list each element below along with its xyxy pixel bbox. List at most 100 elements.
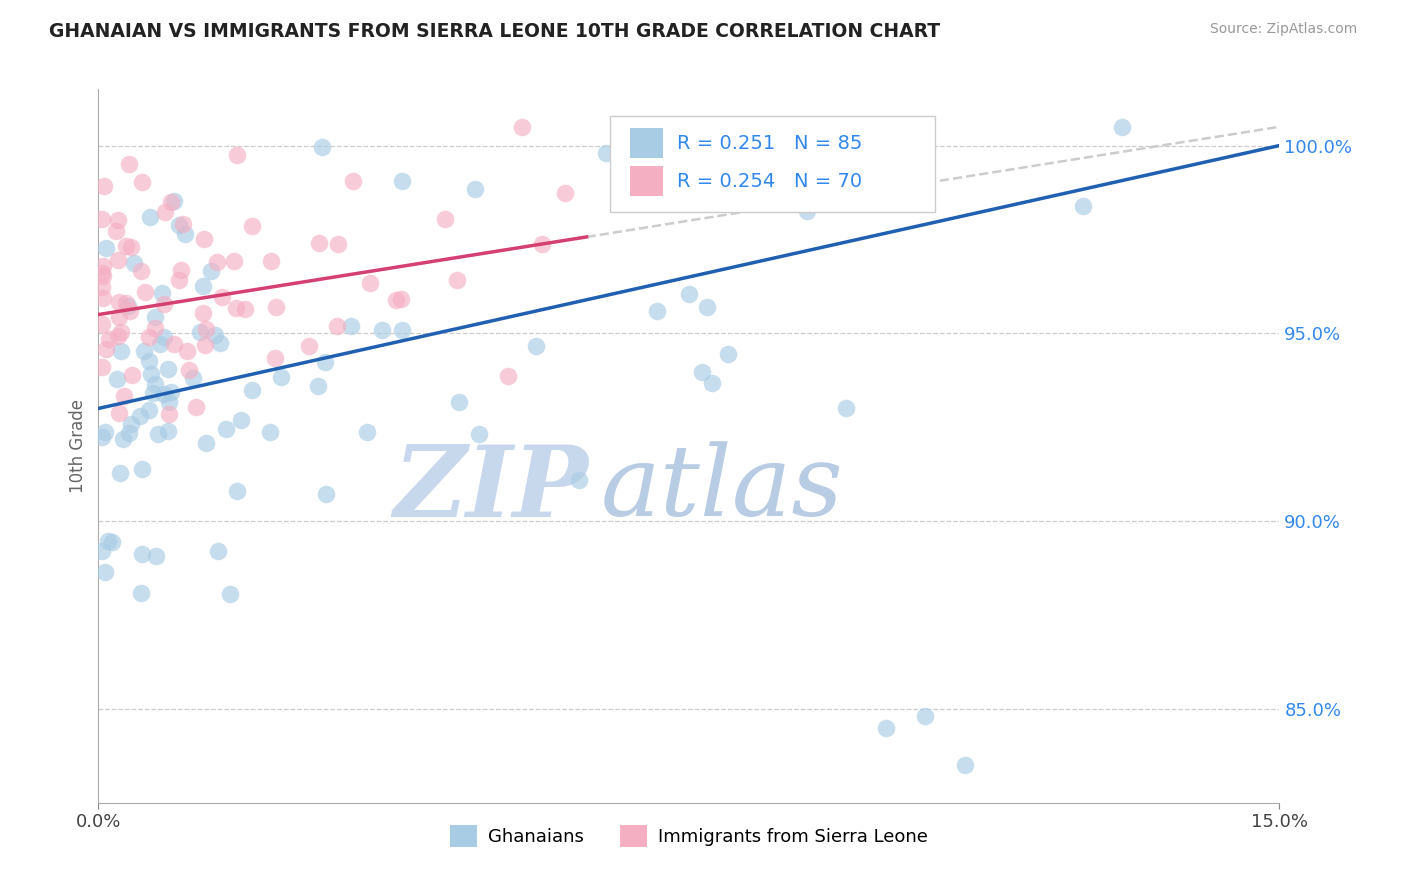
Point [143, 377, 166, 392]
Point [138, 330, 160, 344]
Point [167, 272, 190, 286]
Point [264, 300, 287, 314]
Point [756, 168, 779, 182]
Point [121, 240, 143, 254]
Point [138, 402, 160, 417]
Point [700, 376, 723, 390]
Point [107, 329, 129, 343]
Text: Source: ZipAtlas.com: Source: ZipAtlas.com [1209, 22, 1357, 37]
Point [139, 211, 162, 225]
Point [260, 254, 283, 268]
Point [193, 232, 215, 246]
Point [91, 317, 114, 331]
Point [359, 276, 381, 290]
Point [298, 339, 321, 353]
Point [108, 467, 131, 481]
Point [131, 462, 153, 476]
Point [91, 544, 114, 558]
Point [433, 211, 456, 226]
Point [110, 325, 132, 339]
Point [208, 335, 231, 350]
Point [91, 266, 114, 280]
Point [104, 224, 127, 238]
Point [150, 286, 173, 301]
Y-axis label: 10th Grade: 10th Grade [69, 399, 87, 493]
Point [218, 587, 240, 601]
Text: R = 0.251   N = 85: R = 0.251 N = 85 [678, 134, 862, 153]
Point [112, 432, 135, 446]
Point [259, 425, 281, 439]
Point [645, 304, 668, 318]
Point [122, 256, 145, 270]
Point [107, 407, 129, 421]
Point [240, 383, 263, 397]
Point [97, 332, 120, 346]
Point [118, 425, 141, 440]
Point [696, 300, 718, 314]
Point [270, 369, 292, 384]
Point [138, 354, 160, 368]
Point [160, 384, 183, 399]
Point [172, 217, 194, 231]
Point [264, 351, 287, 366]
Text: atlas: atlas [600, 442, 844, 536]
Point [129, 264, 152, 278]
Point [149, 337, 172, 351]
Point [835, 401, 858, 415]
Point [307, 378, 329, 392]
Point [225, 483, 247, 498]
Point [225, 301, 247, 315]
Point [128, 409, 150, 424]
Point [796, 203, 818, 218]
Point [163, 337, 186, 351]
Point [311, 140, 333, 154]
Point [524, 339, 547, 353]
Point [167, 218, 190, 232]
Point [191, 279, 214, 293]
Point [157, 424, 180, 438]
Point [131, 585, 153, 599]
Point [157, 394, 180, 409]
Point [94, 342, 117, 356]
Point [530, 237, 553, 252]
Point [194, 436, 217, 450]
Point [157, 407, 180, 421]
Bar [630, 166, 664, 196]
Point [953, 758, 976, 772]
Point [91, 429, 114, 443]
Point [115, 296, 138, 310]
Point [678, 287, 700, 301]
Point [510, 120, 533, 134]
Point [875, 721, 897, 735]
Point [153, 330, 176, 344]
Point [914, 709, 936, 723]
Legend: Ghanaians, Immigrants from Sierra Leone: Ghanaians, Immigrants from Sierra Leone [443, 818, 935, 855]
Point [183, 370, 205, 384]
Point [108, 295, 131, 310]
Point [207, 544, 229, 558]
Point [389, 292, 412, 306]
Point [146, 427, 169, 442]
Point [447, 394, 470, 409]
Point [110, 344, 132, 359]
Point [118, 304, 141, 318]
Point [162, 194, 184, 208]
Point [692, 365, 714, 379]
Point [342, 174, 364, 188]
Point [1111, 120, 1133, 134]
Point [91, 291, 114, 305]
Point [567, 473, 589, 487]
Point [464, 182, 486, 196]
Point [194, 338, 217, 352]
Point [314, 355, 336, 369]
Point [153, 205, 176, 219]
Point [224, 254, 246, 268]
Point [233, 301, 256, 316]
Point [145, 549, 167, 563]
Point [204, 328, 226, 343]
Point [91, 360, 114, 375]
Point [643, 136, 665, 151]
Point [131, 175, 153, 189]
Point [174, 227, 197, 241]
Point [226, 148, 249, 162]
